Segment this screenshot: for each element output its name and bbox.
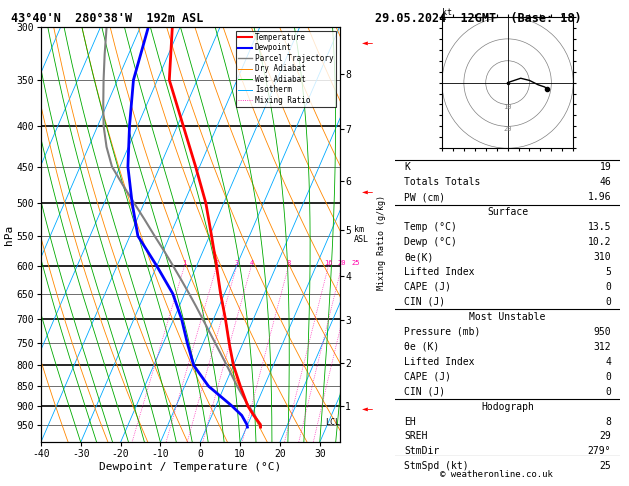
Text: SREH: SREH — [404, 432, 428, 441]
Text: StmDir: StmDir — [404, 447, 439, 456]
Text: CIN (J): CIN (J) — [404, 387, 445, 397]
Text: 2: 2 — [214, 260, 219, 266]
Text: 0: 0 — [605, 387, 611, 397]
Text: 25: 25 — [599, 461, 611, 471]
Text: CAPE (J): CAPE (J) — [404, 372, 451, 382]
Text: © weatheronline.co.uk: © weatheronline.co.uk — [440, 469, 554, 479]
Text: 1: 1 — [182, 260, 187, 266]
Text: Lifted Index: Lifted Index — [404, 267, 474, 277]
Text: θe(K): θe(K) — [404, 252, 433, 262]
Text: 13.5: 13.5 — [587, 222, 611, 232]
Text: 279°: 279° — [587, 447, 611, 456]
Text: 29.05.2024  12GMT  (Base: 18): 29.05.2024 12GMT (Base: 18) — [375, 12, 581, 25]
Text: 8: 8 — [286, 260, 291, 266]
Text: Most Unstable: Most Unstable — [469, 312, 546, 322]
Text: 10: 10 — [503, 104, 512, 110]
Text: 46: 46 — [599, 177, 611, 187]
Text: Surface: Surface — [487, 207, 528, 217]
Text: LCL: LCL — [325, 418, 340, 427]
Text: 4: 4 — [605, 357, 611, 367]
Text: ◄—: ◄— — [362, 187, 374, 197]
Text: 5: 5 — [605, 267, 611, 277]
Text: Lifted Index: Lifted Index — [404, 357, 474, 367]
Text: ◄—: ◄— — [362, 38, 374, 48]
Text: Dewp (°C): Dewp (°C) — [404, 237, 457, 247]
Text: 950: 950 — [594, 327, 611, 337]
Text: 19: 19 — [599, 162, 611, 173]
Text: 20: 20 — [338, 260, 346, 266]
Text: Temp (°C): Temp (°C) — [404, 222, 457, 232]
Text: 4: 4 — [249, 260, 253, 266]
Text: 43°40'N  280°38'W  192m ASL: 43°40'N 280°38'W 192m ASL — [11, 12, 203, 25]
Text: 3: 3 — [235, 260, 239, 266]
Text: Mixing Ratio (g/kg): Mixing Ratio (g/kg) — [377, 195, 386, 291]
Text: CAPE (J): CAPE (J) — [404, 282, 451, 292]
Text: 29: 29 — [599, 432, 611, 441]
Text: θe (K): θe (K) — [404, 342, 439, 352]
Text: CIN (J): CIN (J) — [404, 297, 445, 307]
Text: 1.96: 1.96 — [587, 192, 611, 202]
Text: 10.2: 10.2 — [587, 237, 611, 247]
Text: 0: 0 — [605, 297, 611, 307]
X-axis label: Dewpoint / Temperature (°C): Dewpoint / Temperature (°C) — [99, 462, 281, 472]
Text: 25: 25 — [351, 260, 360, 266]
Text: Totals Totals: Totals Totals — [404, 177, 481, 187]
Text: kt: kt — [442, 8, 452, 17]
Text: PW (cm): PW (cm) — [404, 192, 445, 202]
Text: EH: EH — [404, 417, 416, 427]
Y-axis label: km
ASL: km ASL — [354, 225, 369, 244]
Text: K: K — [404, 162, 410, 173]
Y-axis label: hPa: hPa — [4, 225, 14, 244]
Text: ◄—: ◄— — [362, 403, 374, 413]
Text: 8: 8 — [605, 417, 611, 427]
Text: 16: 16 — [324, 260, 333, 266]
Text: 312: 312 — [594, 342, 611, 352]
Text: Hodograph: Hodograph — [481, 401, 534, 412]
Text: StmSpd (kt): StmSpd (kt) — [404, 461, 469, 471]
Text: 310: 310 — [594, 252, 611, 262]
Text: 0: 0 — [605, 282, 611, 292]
Text: Pressure (mb): Pressure (mb) — [404, 327, 481, 337]
Text: 0: 0 — [605, 372, 611, 382]
Text: 20: 20 — [503, 126, 512, 132]
Legend: Temperature, Dewpoint, Parcel Trajectory, Dry Adiabat, Wet Adiabat, Isotherm, Mi: Temperature, Dewpoint, Parcel Trajectory… — [236, 31, 336, 107]
